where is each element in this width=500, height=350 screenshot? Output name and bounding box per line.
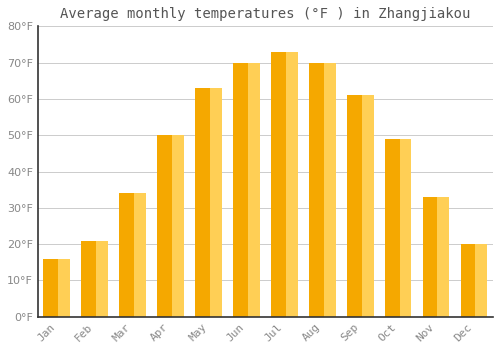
Bar: [438, 197, 450, 317]
Bar: [400, 139, 411, 317]
Bar: [82, 240, 96, 317]
Bar: [195, 88, 210, 317]
Bar: [172, 135, 184, 317]
Bar: [233, 63, 248, 317]
Bar: [134, 193, 146, 317]
Bar: [44, 259, 58, 317]
Bar: [385, 139, 400, 317]
Bar: [120, 193, 134, 317]
Bar: [58, 259, 70, 317]
Bar: [271, 52, 285, 317]
Title: Average monthly temperatures (°F ) in Zhangjiakou: Average monthly temperatures (°F ) in Zh…: [60, 7, 470, 21]
Bar: [347, 95, 362, 317]
Bar: [476, 244, 488, 317]
Bar: [210, 88, 222, 317]
Bar: [248, 63, 260, 317]
Bar: [286, 52, 298, 317]
Bar: [158, 135, 172, 317]
Bar: [96, 240, 108, 317]
Bar: [461, 244, 475, 317]
Bar: [324, 63, 336, 317]
Bar: [309, 63, 324, 317]
Bar: [362, 95, 374, 317]
Bar: [423, 197, 438, 317]
